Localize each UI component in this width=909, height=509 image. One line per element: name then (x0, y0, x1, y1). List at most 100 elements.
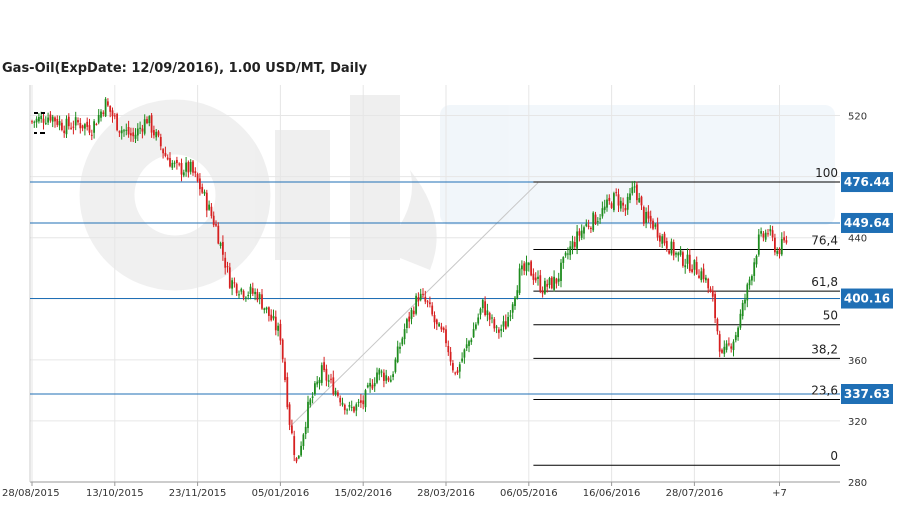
candle-body (576, 231, 578, 249)
candle-body (309, 399, 312, 405)
candle-body (210, 206, 213, 216)
candle-body (334, 390, 337, 395)
candle-body (373, 382, 376, 387)
candle-body (93, 121, 95, 133)
candle-body (295, 458, 298, 462)
candle-body (180, 162, 183, 175)
candle-body (776, 250, 779, 254)
candle-body (640, 196, 643, 206)
candle-body (109, 106, 112, 112)
candle-body (486, 310, 489, 316)
candle-body (132, 132, 135, 137)
candle-body (663, 233, 666, 244)
candle-body (509, 315, 512, 317)
y-tick-label: 320 (848, 417, 867, 428)
candle-body (245, 297, 247, 299)
candle-body (500, 328, 503, 331)
candle-body (774, 237, 776, 253)
candle-body (769, 229, 772, 232)
candle-body (263, 308, 266, 310)
candle-body (330, 378, 332, 380)
candle-body (608, 197, 611, 201)
price-label-value: 449.64 (844, 216, 890, 230)
candle-body (408, 316, 411, 322)
x-tick-label: 28/08/2015 (2, 488, 60, 499)
candle-body (688, 254, 691, 271)
candle-body (162, 149, 164, 154)
candle-body (728, 343, 730, 345)
candle-body (226, 266, 229, 268)
candle-body (479, 308, 482, 315)
candle-body (521, 265, 523, 270)
candle-body (737, 327, 739, 338)
candle-body (247, 295, 250, 297)
candle-body (615, 192, 618, 194)
candle-body (399, 346, 401, 349)
fib-level-label: 76,4 (811, 233, 838, 247)
candle-body (65, 118, 68, 135)
fib-level-label: 23,6 (811, 384, 838, 398)
candle-body (684, 265, 687, 268)
candle-body (90, 134, 93, 136)
price-label-box (841, 384, 893, 405)
candle-body (88, 125, 91, 133)
candle-body (626, 196, 629, 210)
candle-body (419, 293, 422, 300)
candle-body (86, 121, 89, 127)
x-tick-label: 06/05/2016 (500, 488, 558, 499)
candle-body (596, 221, 599, 223)
candle-body (141, 128, 144, 132)
candle-body (677, 252, 680, 256)
x-tick-label: 28/07/2016 (666, 488, 724, 499)
candle-body (622, 202, 624, 206)
candle-body (371, 384, 374, 389)
candle-body (343, 404, 346, 411)
candle-body (67, 116, 70, 127)
candle-body (534, 277, 537, 281)
candle-body (169, 158, 171, 167)
candle-body (571, 241, 574, 249)
candle-body (546, 283, 549, 287)
chart-title: Gas-Oil(ExpDate: 12/09/2016), 1.00 USD/M… (2, 61, 368, 76)
candle-body (539, 275, 542, 292)
y-tick-label: 360 (848, 356, 867, 367)
candle-body (219, 242, 222, 246)
candle-body (201, 186, 204, 193)
y-tick-label: 440 (848, 234, 867, 245)
candle-body (744, 299, 746, 304)
candle-body (208, 204, 210, 210)
candle-body (31, 121, 33, 123)
candle-body (268, 307, 270, 316)
candle-body (495, 326, 498, 328)
candle-body (281, 339, 284, 360)
candle-body (647, 211, 650, 219)
candle-body (560, 262, 562, 281)
x-tick-label: 23/11/2015 (169, 488, 227, 499)
candle-body (396, 346, 399, 363)
candle-body (760, 231, 762, 234)
candle-body (734, 335, 737, 341)
fib-level-label: 100 (815, 166, 838, 180)
candle-body (302, 434, 305, 447)
candle-body (541, 290, 544, 294)
candle-body (675, 252, 677, 255)
candle-body (544, 280, 546, 294)
candle-body (215, 224, 217, 226)
candle-body (698, 275, 700, 278)
candle-body (389, 379, 392, 382)
candle-body (746, 284, 749, 301)
candle-body (166, 157, 169, 160)
candle-body (74, 117, 77, 126)
candle-body (125, 129, 128, 131)
candle-body (527, 262, 530, 266)
candle-body (725, 343, 728, 350)
candle-body (592, 212, 595, 231)
candle-body (187, 162, 190, 173)
candle-body (403, 329, 406, 340)
candle-body (406, 319, 408, 328)
candle-body (235, 284, 238, 294)
candle-body (51, 116, 54, 122)
candle-body (652, 220, 654, 229)
candle-body (185, 162, 187, 172)
